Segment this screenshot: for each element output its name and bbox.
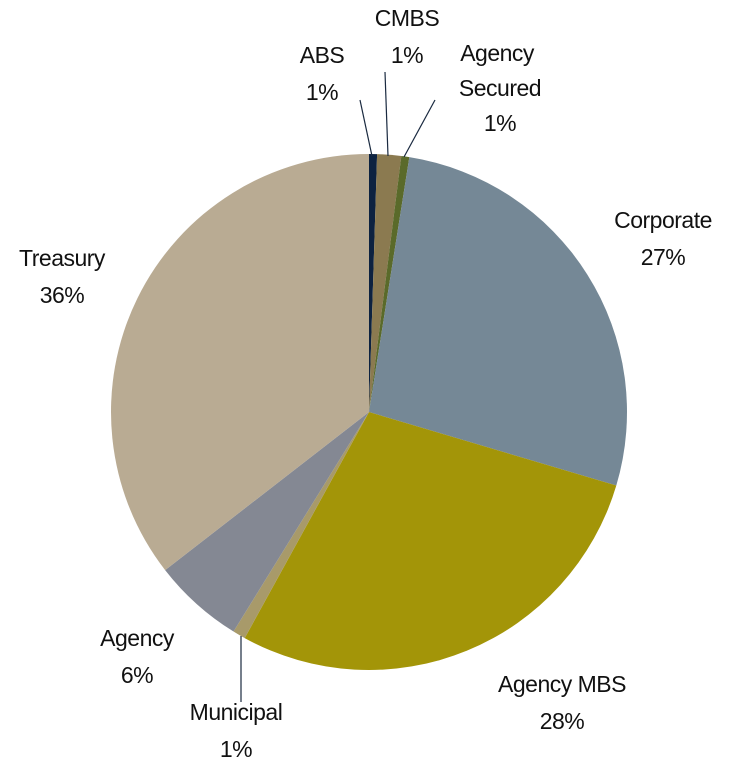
category-label: CMBS (375, 5, 440, 31)
category-label: Agency MBS (498, 671, 626, 697)
leader-line (384, 71, 389, 157)
value-label: 1% (220, 736, 252, 762)
category-label: Municipal (190, 699, 283, 725)
leader-line (359, 99, 373, 157)
pie-slice (369, 157, 628, 486)
category-label: Agency Secured (459, 40, 541, 101)
leader-line (403, 99, 436, 158)
category-label: Treasury (19, 245, 106, 271)
value-label: 27% (641, 244, 686, 270)
value-label: 6% (121, 662, 153, 688)
pie-slice (111, 154, 369, 571)
value-label: 28% (540, 708, 585, 734)
category-label: Corporate (614, 207, 712, 233)
value-label: 1% (484, 110, 516, 136)
value-label: 36% (40, 282, 85, 308)
category-label: Agency (100, 625, 175, 651)
pie-slice (165, 412, 369, 632)
value-label: 1% (391, 42, 423, 68)
pie-slice (244, 412, 617, 671)
pie-slice (233, 412, 369, 639)
category-label: ABS (300, 42, 345, 68)
value-label: 1% (306, 79, 338, 105)
pie-slice (369, 154, 378, 412)
pie-slice (369, 156, 410, 412)
pie-slice (369, 154, 402, 412)
